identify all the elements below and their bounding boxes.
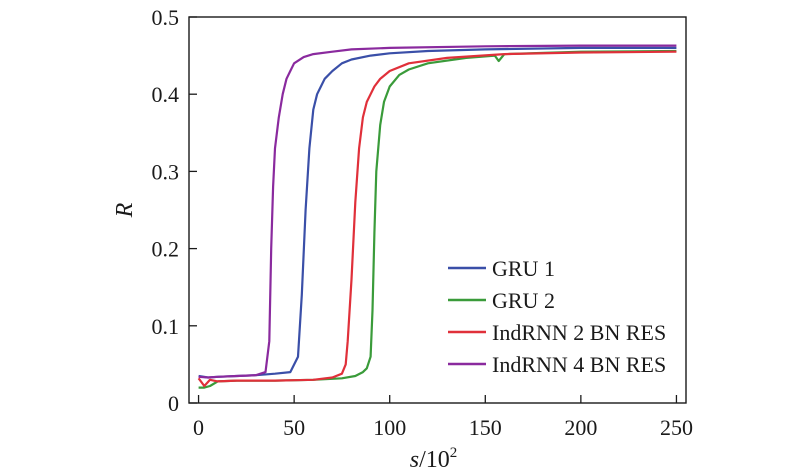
x-tick-label: 100 [373,415,406,440]
x-tick-label: 0 [193,415,204,440]
series-layer [197,44,677,389]
x-axis-label: s/102 [410,445,458,473]
legend-label-4: IndRNN 4 BN RES [492,352,666,377]
legend: GRU 1 GRU 2 IndRNN 2 BN RES IndRNN 4 BN RES [448,256,666,377]
legend-label-1: GRU 1 [492,256,555,281]
x-tick-label: 200 [564,415,597,440]
y-tick-label: 0 [168,391,179,416]
legend-label-2: GRU 2 [492,288,555,313]
y-axis-label: R [112,202,138,218]
x-tick-label: 250 [660,415,693,440]
series-line-3 [197,50,677,388]
y-tick-label: 0.5 [152,5,180,30]
y-tick-label: 0.1 [152,314,180,339]
series-line-4 [198,44,677,379]
legend-label-3: IndRNN 2 BN RES [492,320,666,345]
x-tick-label: 50 [283,415,305,440]
plot-frame [188,16,687,404]
x-axis-label-symbol: s [410,447,419,473]
x-axis-label-unit: /10 [419,447,450,473]
y-tick-label: 0.3 [152,159,180,184]
x-axis-label-exponent: 2 [450,445,458,461]
y-tick-label: 0.2 [152,237,180,262]
x-tick-label: 150 [469,415,502,440]
y-tick-label: 0.4 [152,82,180,107]
axes-layer: 0 50 100 150 200 250 0 0.1 0.2 0.3 0.4 0.5 s/102 R [112,5,693,473]
